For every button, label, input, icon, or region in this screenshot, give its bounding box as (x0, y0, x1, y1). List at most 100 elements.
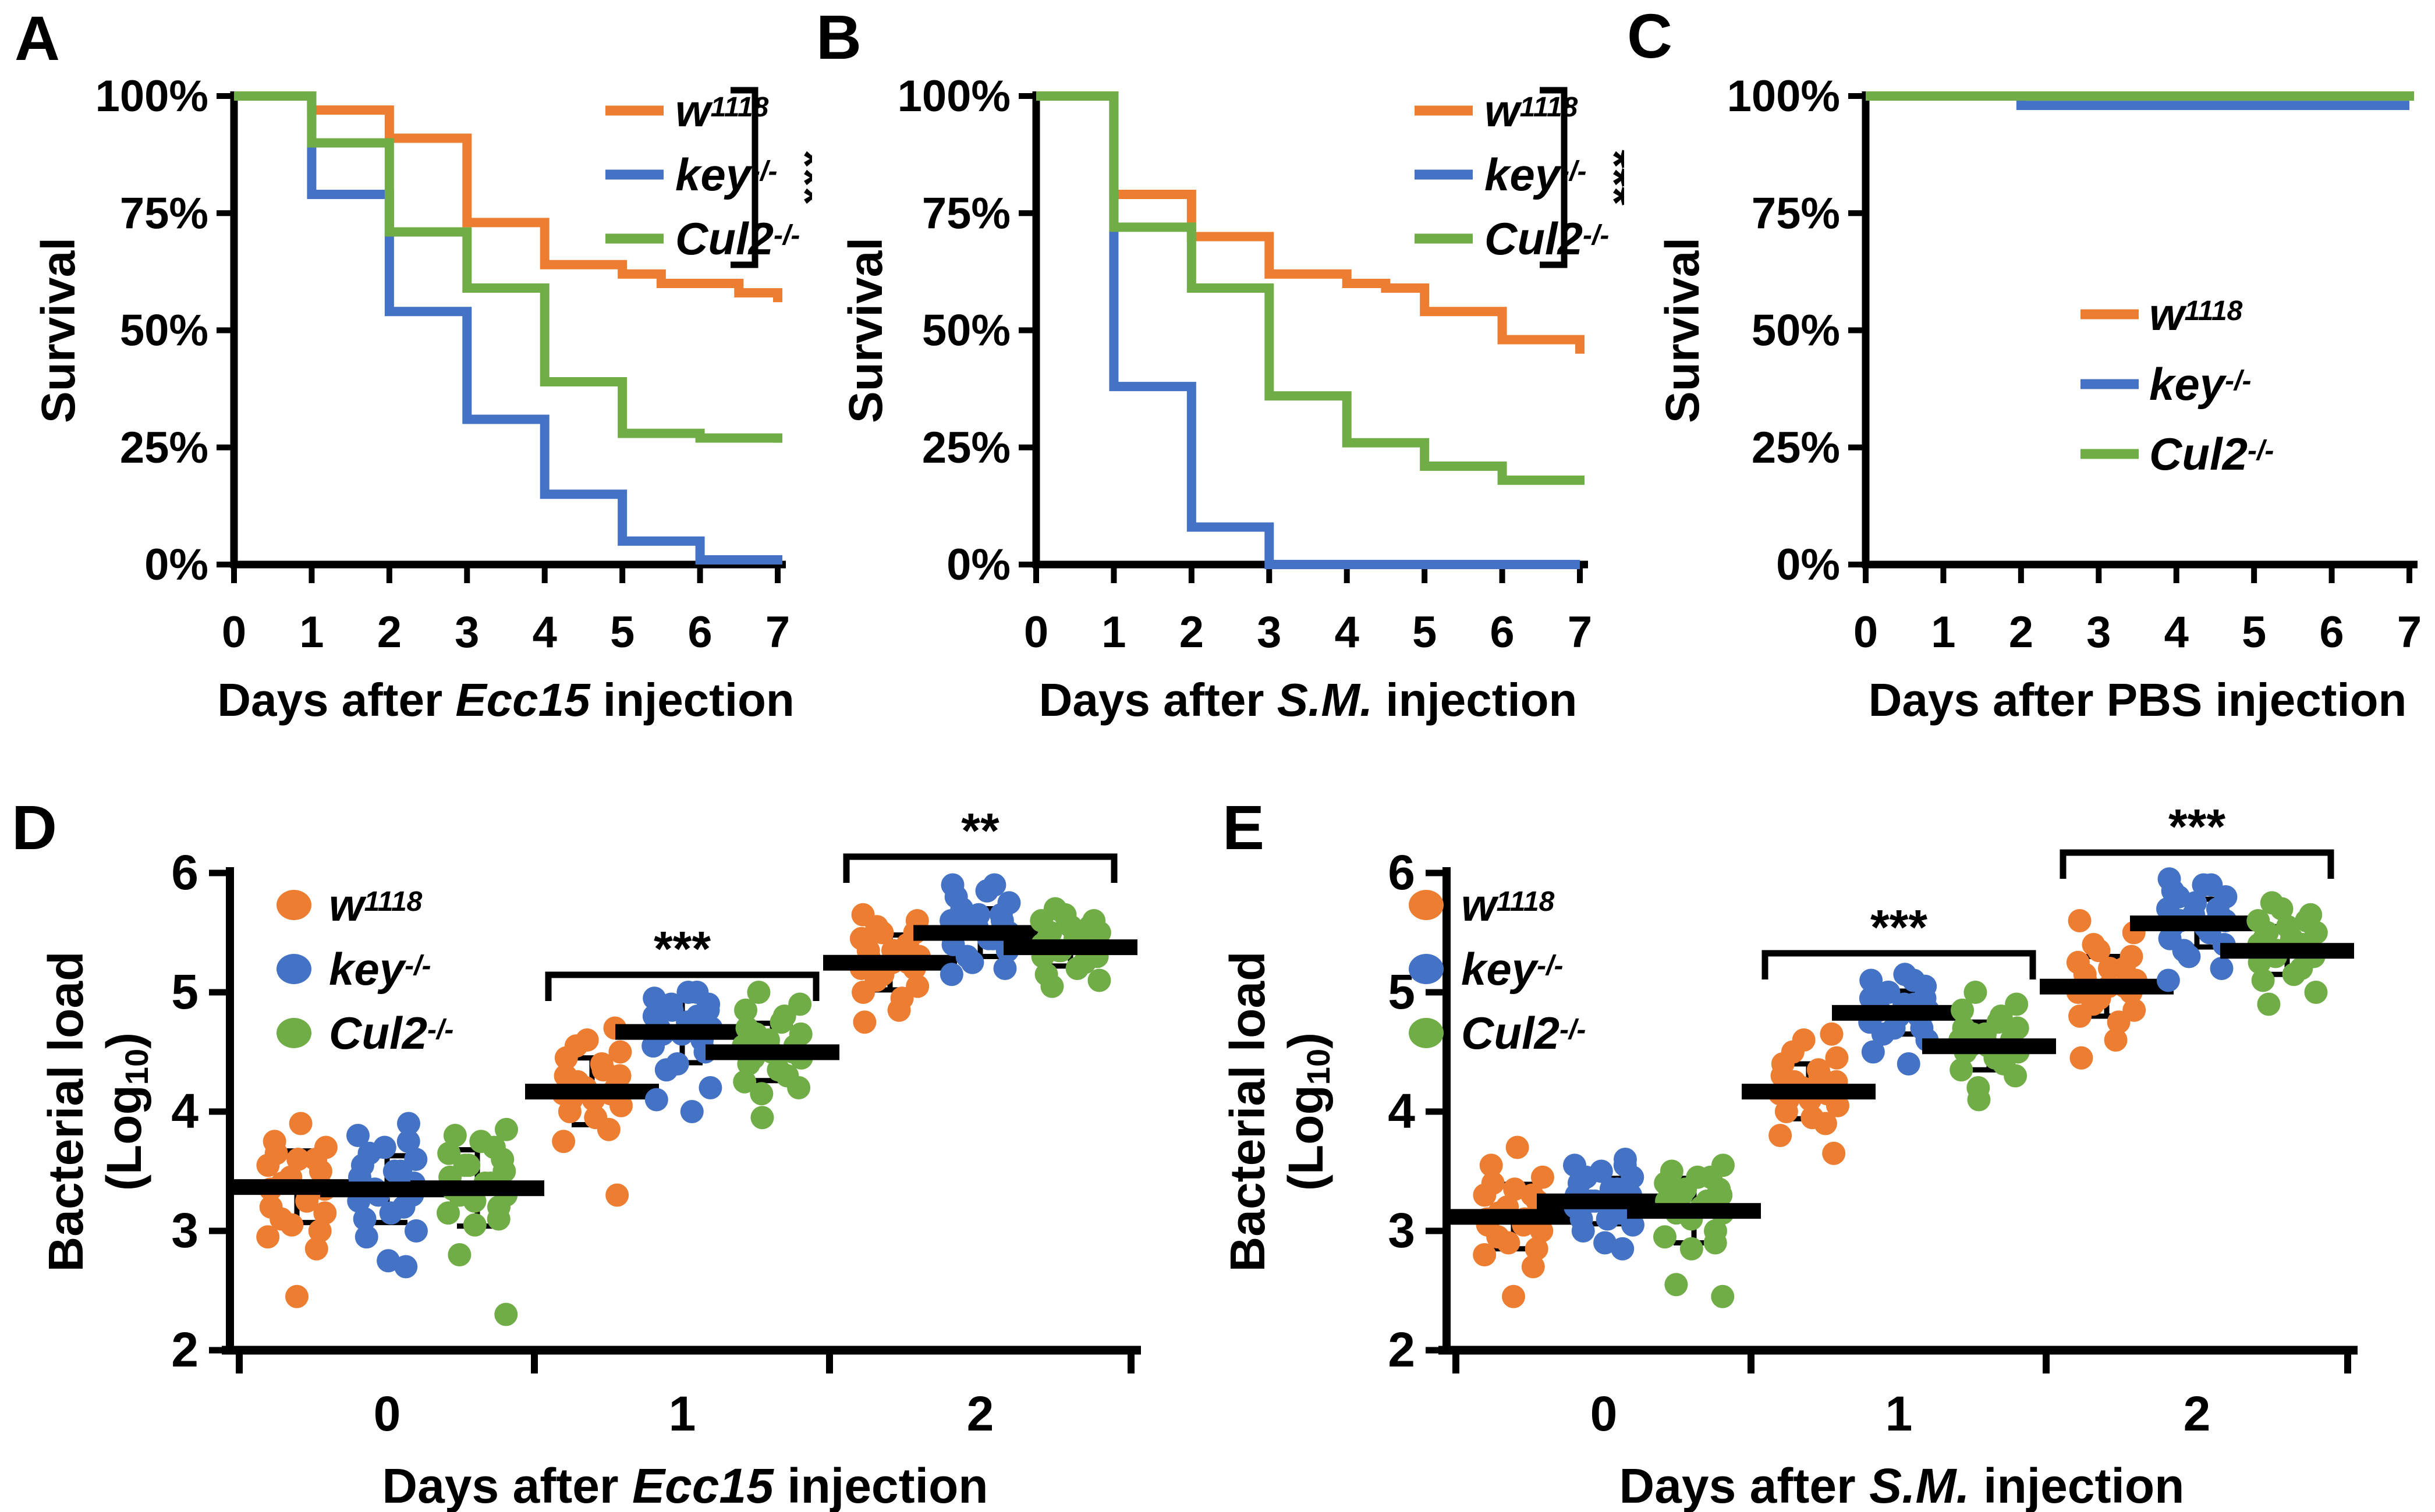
data-dot (747, 981, 771, 1004)
data-dot (1820, 1022, 1844, 1046)
data-dot (1530, 1165, 1554, 1189)
dot-cluster-key-day2 (2130, 867, 2264, 992)
data-dot (1530, 1219, 1554, 1243)
axes (1426, 867, 2358, 1373)
data-dot (552, 1130, 576, 1153)
legend-label-cul2: Cul2-/- (1461, 1007, 1586, 1059)
data-dot (1686, 1165, 1710, 1189)
data-dot (404, 1219, 428, 1243)
data-dot (2156, 968, 2180, 992)
data-dot (2260, 891, 2284, 915)
mean-bar (410, 1180, 544, 1197)
sig-stars-day1: *** (1870, 900, 1927, 954)
survival-curve-w1118 (1036, 91, 1585, 354)
data-dot (906, 974, 930, 998)
x-tick-label: 0 (222, 608, 246, 657)
data-dot (2257, 992, 2281, 1016)
data-dot (699, 1076, 722, 1099)
sig-bracket (1540, 87, 1568, 268)
sig-bracket-day2 (2060, 849, 2334, 879)
dot-cluster-key-day0 (320, 1112, 454, 1279)
dot-cluster-key-day2 (913, 873, 1047, 986)
data-dot (259, 1195, 283, 1219)
x-category-label: 0 (374, 1386, 401, 1441)
data-dot (469, 1130, 493, 1153)
x-category-label: 0 (1590, 1386, 1618, 1441)
y-tick-label: 75% (1752, 189, 1840, 238)
data-dot (605, 1183, 629, 1207)
data-dot (1082, 909, 1106, 932)
data-dot (396, 1130, 420, 1153)
mean-bar (2130, 915, 2264, 932)
data-dot (1043, 897, 1067, 921)
data-dot (750, 1082, 774, 1106)
data-dot (680, 1100, 704, 1123)
data-dot (2299, 903, 2323, 927)
legend-label-cul2: Cul2-/- (2149, 428, 2274, 480)
legend-label-w1118: w1118 (1484, 85, 1578, 136)
legend-dot-cul2 (1409, 1018, 1444, 1048)
sig-stars: *** (1587, 150, 1624, 205)
data-dot (1593, 1231, 1617, 1255)
data-dot (554, 1064, 577, 1088)
y-tick-label: 50% (1752, 306, 1840, 356)
mean-bar (913, 925, 1047, 941)
data-dot (997, 891, 1021, 915)
data-dot (355, 1225, 378, 1249)
x-category-label: 2 (967, 1386, 994, 1441)
data-dot (1951, 998, 1975, 1022)
data-dot (494, 1117, 518, 1141)
data-dot (642, 1005, 666, 1028)
y-tick-label: 3 (1388, 1203, 1415, 1258)
data-dot (940, 963, 963, 986)
data-dot (285, 1284, 309, 1308)
legend: w1118 key-/- Cul2-/- (1415, 85, 1609, 264)
legend-label-w1118: w1118 (675, 85, 769, 136)
x-tick-label: 5 (610, 608, 635, 657)
legend-label-w1118: w1118 (1461, 879, 1555, 931)
data-dot (1952, 1016, 1976, 1040)
x-category-label: 1 (1885, 1386, 1913, 1441)
legend-label-cul2: Cul2-/- (1484, 213, 1609, 264)
data-dot (2275, 915, 2299, 939)
data-dot (457, 1153, 481, 1177)
data-dot (1800, 1106, 1824, 1130)
survival-curve-key (234, 91, 782, 565)
sig-bracket-day1 (1761, 950, 2036, 979)
data-dot (789, 1022, 813, 1046)
x-axis-title: Days after Ecc15 injection (382, 1458, 988, 1512)
mean-bar (706, 1044, 839, 1060)
y-axis-title: Survival (839, 237, 892, 423)
data-dot (2304, 981, 2328, 1004)
sig-stars-day1: *** (654, 921, 711, 976)
y-tick-label: 100% (1727, 72, 1840, 121)
data-dot (643, 986, 667, 1010)
data-dot (1792, 1028, 1816, 1052)
data-dot (304, 1237, 328, 1261)
legend-label-cul2: Cul2-/- (675, 213, 800, 264)
data-dot (346, 1124, 370, 1147)
data-dot (437, 1141, 461, 1165)
x-tick-label: 7 (765, 608, 790, 657)
axes (1848, 91, 2418, 583)
dot-cluster-w1118-day2 (2040, 909, 2174, 1070)
legend-dot-key (1409, 954, 1444, 984)
y-tick-label: 25% (120, 423, 208, 473)
data-dot (1963, 981, 1987, 1004)
x-tick-label: 0 (1853, 608, 1878, 657)
data-dot (1087, 968, 1111, 992)
x-tick-label: 0 (1024, 608, 1048, 657)
y-axis-title-line1: Bacterial load (1220, 952, 1275, 1272)
legend-label-key: key-/- (675, 149, 777, 200)
sig-bracket (731, 87, 758, 268)
survival-curve-cul2 (234, 91, 782, 443)
data-dot (2066, 950, 2090, 974)
data-dot (1893, 963, 1917, 986)
data-dot (313, 1201, 337, 1225)
x-tick-label: 6 (2319, 608, 2344, 657)
data-dot (1473, 1243, 1497, 1266)
y-axis-title-line2: (Log10) (97, 1032, 155, 1191)
legend-label-w1118: w1118 (2149, 289, 2243, 340)
dot-cluster-cul2-day2 (2220, 891, 2354, 1016)
y-tick-label: 75% (120, 189, 208, 238)
